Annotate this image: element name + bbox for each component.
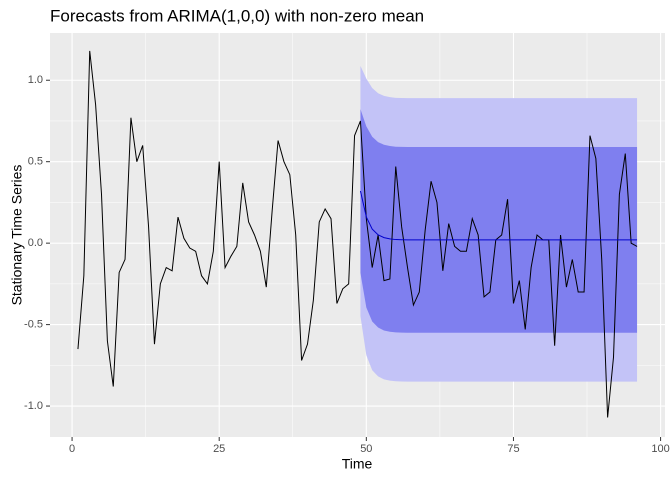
y-tick-label: -1.0 <box>24 400 43 412</box>
chart-title: Forecasts from ARIMA(1,0,0) with non-zer… <box>50 6 424 25</box>
x-axis-label: Time <box>342 456 373 472</box>
y-axis-label: Stationary Time Series <box>9 165 25 306</box>
forecast-line <box>359 190 638 241</box>
x-tick-label: 50 <box>360 443 372 455</box>
band-80 <box>360 109 638 333</box>
x-tick-label: 25 <box>213 443 225 455</box>
x-tick-label: 75 <box>507 443 519 455</box>
x-tick-label: 0 <box>69 443 75 455</box>
y-tick-label: 0.0 <box>28 237 43 249</box>
x-tick-label: 100 <box>651 443 669 455</box>
y-tick-label: -0.5 <box>24 319 43 331</box>
y-tick-label: 1.0 <box>28 74 43 86</box>
y-tick-label: 0.5 <box>28 156 43 168</box>
